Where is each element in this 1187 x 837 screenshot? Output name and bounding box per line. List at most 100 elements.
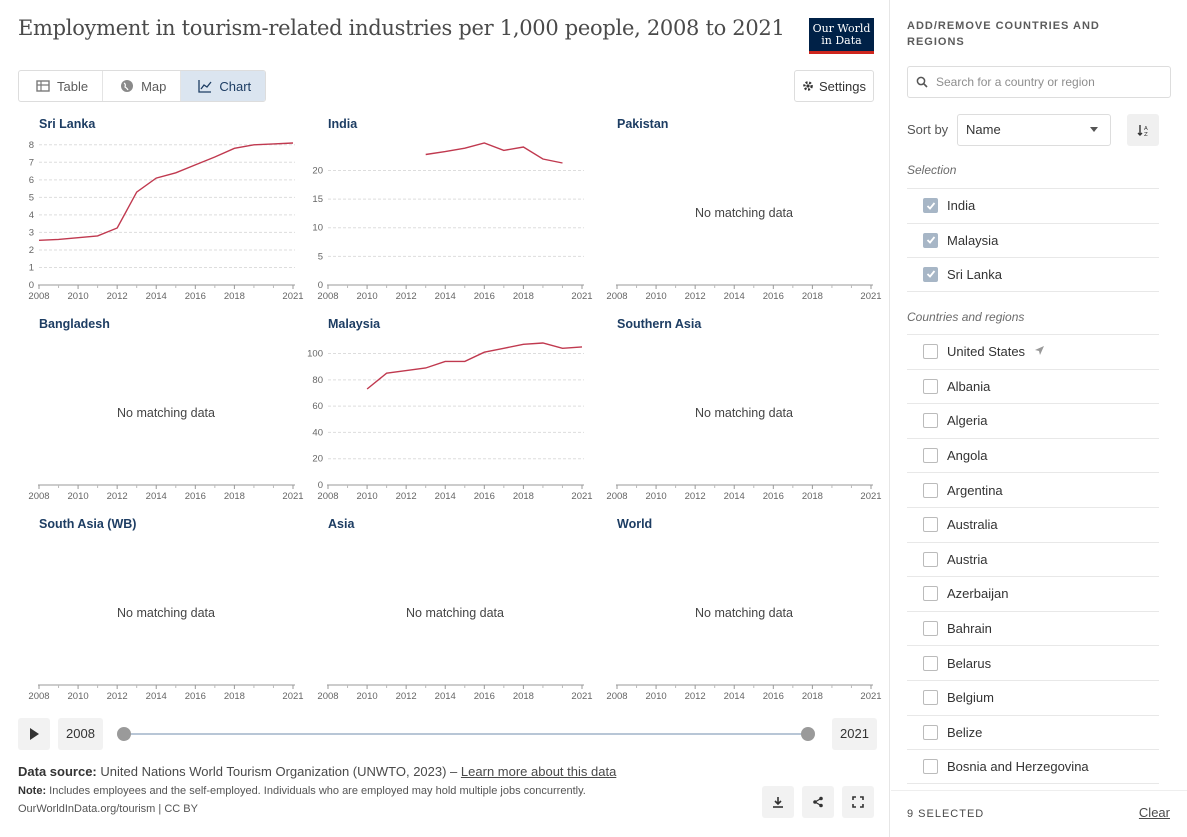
- x-tick-label: 2018: [802, 491, 823, 502]
- x-tick-label: 2018: [513, 691, 534, 702]
- list-item-label: United States: [947, 344, 1026, 360]
- selected-count: 9 SELECTED: [907, 808, 985, 820]
- check-icon: [926, 202, 935, 210]
- list-item[interactable]: Albania: [907, 368, 1159, 404]
- list-item[interactable]: Argentina: [907, 472, 1159, 507]
- y-tick-label: 6: [29, 175, 34, 186]
- tab-table[interactable]: Table: [19, 71, 104, 101]
- tab-map[interactable]: Map: [103, 71, 182, 101]
- x-tick-label: 2008: [28, 691, 49, 702]
- share-button[interactable]: [802, 786, 834, 818]
- settings-button[interactable]: Settings: [794, 70, 874, 102]
- timeline-start-year[interactable]: 2008: [58, 718, 103, 750]
- sort-select[interactable]: Name: [957, 114, 1111, 146]
- checkbox-checked[interactable]: [923, 232, 938, 248]
- checkbox[interactable]: [923, 621, 938, 637]
- series-line: [38, 142, 294, 241]
- x-tick-label: 2021: [571, 491, 592, 502]
- checkbox[interactable]: [923, 448, 938, 464]
- tab-chart[interactable]: Chart: [181, 71, 266, 101]
- facet-grid: Sri Lanka 2008 2010 2012 2014 2016 2018 2021 0 1 2…: [0, 110, 890, 710]
- timeline-end-handle[interactable]: [801, 727, 815, 741]
- timeline-track[interactable]: [124, 733, 808, 735]
- facet-title: Malaysia: [328, 317, 381, 331]
- checkbox[interactable]: [923, 655, 938, 671]
- timeline-start-handle[interactable]: [117, 727, 131, 741]
- x-tick-label: 2021: [282, 291, 303, 302]
- chart-footer: Data source: United Nations World Touris…: [18, 764, 616, 815]
- checkbox[interactable]: [923, 586, 938, 602]
- clear-button[interactable]: Clear: [1138, 805, 1170, 820]
- no-data-label: No matching data: [695, 406, 793, 420]
- x-tick-label: 2010: [68, 491, 89, 502]
- list-item-label: Malaysia: [947, 232, 999, 248]
- list-item[interactable]: Algeria: [907, 403, 1159, 438]
- download-button[interactable]: [762, 786, 794, 818]
- share-icon: [813, 796, 823, 808]
- list-item[interactable]: Belize: [907, 714, 1159, 750]
- list-item[interactable]: Bosnia and Herzegovina: [907, 749, 1159, 784]
- facet-title: Bangladesh: [39, 317, 110, 331]
- x-tick-label: 2012: [685, 291, 706, 302]
- no-data-label: No matching data: [117, 606, 215, 620]
- x-tick-label: 2010: [357, 291, 378, 302]
- logo-line-2: in Data: [821, 34, 862, 47]
- checkbox[interactable]: [923, 551, 938, 567]
- checkbox[interactable]: [923, 413, 938, 429]
- list-item[interactable]: Malaysia: [907, 222, 1159, 258]
- list-item-label: Bahrain: [947, 621, 992, 637]
- list-item[interactable]: Bahrain: [907, 610, 1159, 646]
- list-item-label: India: [947, 198, 976, 214]
- list-item[interactable]: Belgium: [907, 679, 1159, 715]
- source-link[interactable]: Learn more about this data: [460, 764, 617, 779]
- list-item[interactable]: Sri Lanka: [907, 257, 1159, 292]
- y-tick-label: 0: [29, 280, 34, 291]
- play-button[interactable]: [18, 718, 50, 750]
- owid-logo[interactable]: Our World in Data: [809, 18, 874, 54]
- sidebar-footer: 9 SELECTED Clear: [891, 790, 1187, 837]
- list-item[interactable]: Belarus: [907, 645, 1159, 680]
- y-tick-label: 5: [318, 251, 323, 262]
- fullscreen-button[interactable]: [842, 786, 874, 818]
- x-tick-label: 2016: [185, 491, 206, 502]
- x-tick-label: 2018: [224, 491, 245, 502]
- list-item[interactable]: India: [907, 188, 1159, 223]
- search-input[interactable]: Search for a country or region: [907, 66, 1171, 98]
- checkbox[interactable]: [923, 344, 938, 360]
- x-tick-label: 2010: [357, 491, 378, 502]
- chart-area: Employment in tourism-related industries…: [0, 0, 890, 837]
- list-item-label: Bosnia and Herzegovina: [947, 758, 1089, 774]
- series-line: [366, 342, 583, 390]
- note-text: Includes employees and the self-employed…: [49, 785, 586, 797]
- checkbox[interactable]: [923, 690, 938, 706]
- settings-label: Settings: [819, 78, 866, 94]
- checkbox[interactable]: [923, 517, 938, 533]
- sidebar-title: ADD/REMOVE COUNTRIES AND REGIONS: [907, 20, 1100, 48]
- url-line[interactable]: OurWorldInData.org/tourism | CC BY: [18, 803, 198, 815]
- checkbox[interactable]: [923, 758, 938, 774]
- timeline-end-year[interactable]: 2021: [832, 718, 877, 750]
- facet-title: Pakistan: [617, 117, 668, 131]
- checkbox-checked[interactable]: [923, 266, 938, 282]
- search-placeholder: Search for a country or region: [936, 75, 1095, 89]
- list-item[interactable]: Azerbaijan: [907, 576, 1159, 611]
- sort-order-icon: AZ: [1137, 124, 1148, 137]
- checkbox-checked[interactable]: [923, 198, 938, 214]
- checkbox[interactable]: [923, 378, 938, 394]
- list-item[interactable]: Austria: [907, 541, 1159, 577]
- list-item[interactable]: United States: [907, 334, 1159, 369]
- list-item[interactable]: Angola: [907, 437, 1159, 473]
- list-item-label: Belize: [947, 724, 983, 740]
- checkbox[interactable]: [923, 482, 938, 498]
- x-tick-label: 2021: [282, 691, 303, 702]
- list-item-label: Belgium: [947, 690, 994, 706]
- checkbox[interactable]: [923, 724, 938, 740]
- list-item[interactable]: Australia: [907, 506, 1159, 542]
- x-tick-label: 2016: [474, 691, 495, 702]
- svg-text:A: A: [1144, 126, 1148, 132]
- y-tick-label: 15: [312, 194, 323, 205]
- x-tick-label: 2018: [802, 291, 823, 302]
- search-icon: [916, 76, 928, 88]
